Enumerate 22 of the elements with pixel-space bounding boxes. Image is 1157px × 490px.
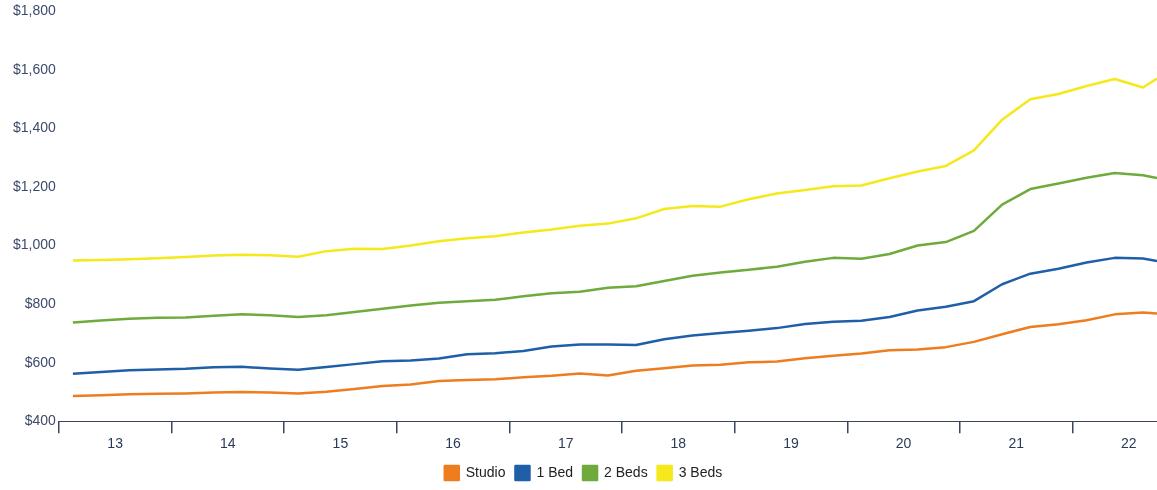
y-tick-label: $1,200 xyxy=(12,177,57,194)
x-tick-label: 15 xyxy=(332,435,349,452)
x-tick-label: 13 xyxy=(107,435,124,452)
legend-label: Studio xyxy=(465,463,506,480)
y-tick-label: $1,000 xyxy=(12,236,57,253)
y-tick-label: $1,400 xyxy=(12,119,57,136)
x-tick-label: 16 xyxy=(445,435,462,452)
x-tick-label: 17 xyxy=(557,435,574,452)
x-tick-label: 22 xyxy=(1121,435,1137,452)
x-tick-label: 14 xyxy=(219,435,236,452)
y-tick-label: $1,800 xyxy=(12,2,57,19)
legend-label: 3 Beds xyxy=(678,463,723,480)
legend-label: 2 Beds xyxy=(604,463,648,480)
y-tick-label: $400 xyxy=(24,412,57,429)
y-tick-label: $1,600 xyxy=(12,60,57,77)
y-tick-label: $800 xyxy=(24,294,57,311)
y-tick-label: $600 xyxy=(24,353,57,370)
x-tick-label: 19 xyxy=(783,435,799,452)
x-tick-label: 21 xyxy=(1008,435,1025,452)
legend-label: 1 Bed xyxy=(536,463,574,480)
x-tick-label: 18 xyxy=(670,435,687,452)
x-tick-label: 20 xyxy=(895,435,912,452)
